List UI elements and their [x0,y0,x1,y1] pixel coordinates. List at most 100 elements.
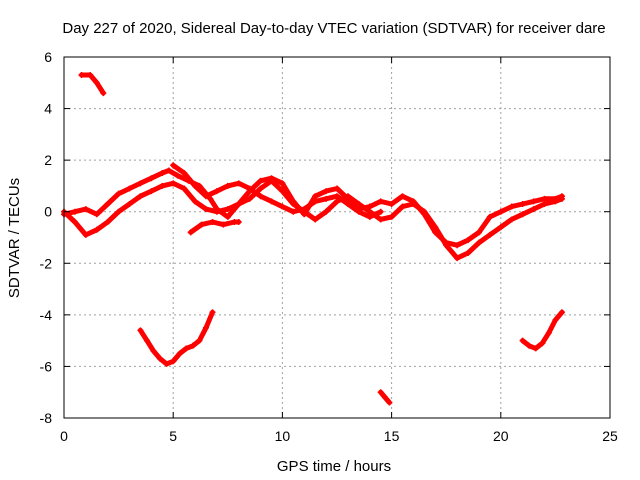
data-point [519,200,526,207]
data-point [323,208,330,215]
data-point [174,172,181,179]
data-point [279,180,286,187]
data-point [71,219,78,226]
data-point [224,206,231,213]
data-point [526,342,533,349]
data-point [165,167,172,174]
data-point [100,90,107,97]
data-point [82,206,89,213]
data-point [176,350,183,357]
data-point [388,213,395,220]
data-point [475,239,482,246]
data-point [126,200,133,207]
data-point [344,200,351,207]
data-point [148,188,155,195]
data-point [181,170,188,177]
data-point [202,193,209,200]
x-tick-label: 20 [493,428,509,444]
data-point [558,309,565,316]
data-point [508,203,515,210]
y-tick-label: -4 [40,307,53,323]
y-tick-label: 2 [44,152,52,168]
data-point [202,206,209,213]
data-point [465,249,472,256]
data-point [443,239,450,246]
data-point [290,198,297,205]
data-point [399,193,406,200]
data-point [71,208,78,215]
x-tick-label: 10 [275,428,291,444]
data-point [508,216,515,223]
data-point [541,200,548,207]
data-point [454,242,461,249]
data-point [93,226,100,233]
x-tick-label: 25 [602,428,618,444]
data-point [220,221,227,228]
data-point [159,182,166,189]
data-point [115,190,122,197]
data-point [189,342,196,349]
data-point [312,193,319,200]
data-point [150,347,157,354]
data-point [82,231,89,238]
data-point [235,219,242,226]
data-point [432,229,439,236]
data-point [399,203,406,210]
data-point [235,180,242,187]
data-point [202,324,209,331]
data-point [552,195,559,202]
data-point [235,200,242,207]
y-tick-label: -8 [40,410,53,426]
series-line [79,72,106,96]
data-point [519,337,526,344]
series-arc-f [137,309,216,367]
data-point [532,345,539,352]
data-point [312,198,319,205]
data-point [410,198,417,205]
x-axis-label: GPS time / hours [277,458,391,475]
y-tick-label: 0 [44,204,52,220]
data-point [213,206,220,213]
data-point [530,198,537,205]
x-axis-ticks: 0 5 10 15 20 25 [60,57,618,444]
y-axis-label: SDTVAR / TECUs [6,178,23,298]
data-point [323,188,330,195]
data-point [421,211,428,218]
data-point [465,237,472,244]
series-arc-g [377,389,393,406]
data-point [148,175,155,182]
data-point [377,389,384,396]
x-tick-label: 5 [169,428,177,444]
data-point [268,175,275,182]
data-point [454,255,461,262]
data-point [170,358,177,365]
data-point [377,208,384,215]
data-point [192,182,199,189]
data-point [497,224,504,231]
data-point [539,340,546,347]
y-tick-label: -2 [40,255,53,271]
data-point [301,211,308,218]
data-point [78,72,85,79]
data-point [344,195,351,202]
data-point [104,219,111,226]
series-arc-e [78,72,107,97]
data-point [196,337,203,344]
data-point [104,200,111,207]
data-point [183,345,190,352]
series-arc-c [170,162,384,220]
data-point [382,394,389,401]
data-point [268,198,275,205]
data-point [334,198,340,205]
data-point [209,219,216,226]
y-tick-label: 4 [44,101,52,117]
data-series [61,72,565,406]
data-point [558,193,565,200]
data-point [475,229,482,236]
data-point [170,162,177,169]
data-point [187,229,194,236]
data-point [377,198,384,205]
data-point [366,203,373,210]
data-point [279,203,286,210]
